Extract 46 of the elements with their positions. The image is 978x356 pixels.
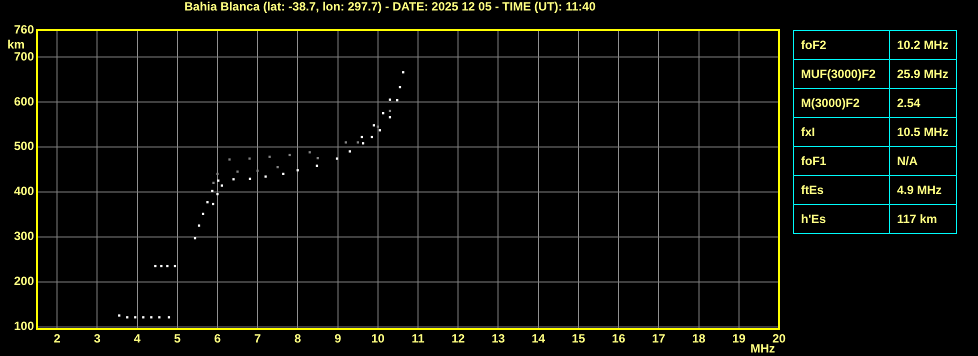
y-tick-label: 200 (14, 274, 34, 288)
x-tick-label: 6 (214, 332, 222, 346)
x-tick-label: 11 (412, 332, 425, 346)
x-tick-label: 7 (254, 332, 262, 346)
y-tick-label: 300 (14, 229, 34, 244)
x-tick-label: 14 (532, 332, 546, 346)
text: 10.5 MHz (890, 118, 956, 146)
x-tick-label: 5 (174, 332, 182, 346)
x-tick-label: 2 (54, 332, 61, 346)
text: 2.54 (890, 88, 956, 118)
text: MUF(3000)F2 (794, 60, 890, 88)
text: 25.9 MHz (890, 60, 956, 88)
x-tick-label: 10 (371, 332, 385, 346)
x-axis-title: MHz (750, 341, 775, 356)
y-tick-label: 760 (14, 22, 34, 36)
text: M(3000)F2 (794, 88, 890, 118)
text: N/A (890, 146, 956, 176)
x-tick-label: 17 (652, 332, 666, 346)
y-tick-label: 500 (14, 139, 34, 154)
x-tick-label: 15 (572, 332, 586, 346)
y-tick-label: 400 (14, 184, 34, 198)
x-tick-label: 13 (492, 332, 506, 346)
x-tick-label: 16 (612, 332, 626, 346)
x-tick-label: 12 (451, 332, 466, 346)
chart-title: Bahia Blanca (lat: -38.7, lon: 297.7) - DATE: 2025 12 05 - TIME (UT): 11:40 (184, 0, 596, 14)
text: foF1 (794, 146, 890, 176)
x-tick-label: 20 (772, 332, 786, 346)
y-tick-label: 100 (14, 319, 34, 334)
x-tick-label: 18 (692, 332, 706, 346)
x-tick-label: 3 (94, 332, 101, 346)
x-tick-label: 4 (134, 332, 141, 346)
text: 4.9 MHz (890, 176, 956, 204)
x-tick-label: 19 (732, 332, 746, 346)
text: h'Es (794, 204, 890, 234)
y-tick-label: 600 (14, 94, 34, 108)
x-tick-label: 8 (294, 332, 302, 346)
text: ftEs (794, 176, 890, 204)
text: 10.2 MHz (890, 30, 956, 60)
x-tick-label: 9 (334, 332, 342, 346)
text: 117 km (890, 204, 956, 234)
text: fxI (794, 118, 890, 146)
point (212, 182, 215, 184)
y-tick-label: 700 (14, 49, 34, 64)
text: foF2 (794, 30, 890, 60)
y-axis-title: km (7, 37, 25, 52)
point (360, 136, 364, 138)
